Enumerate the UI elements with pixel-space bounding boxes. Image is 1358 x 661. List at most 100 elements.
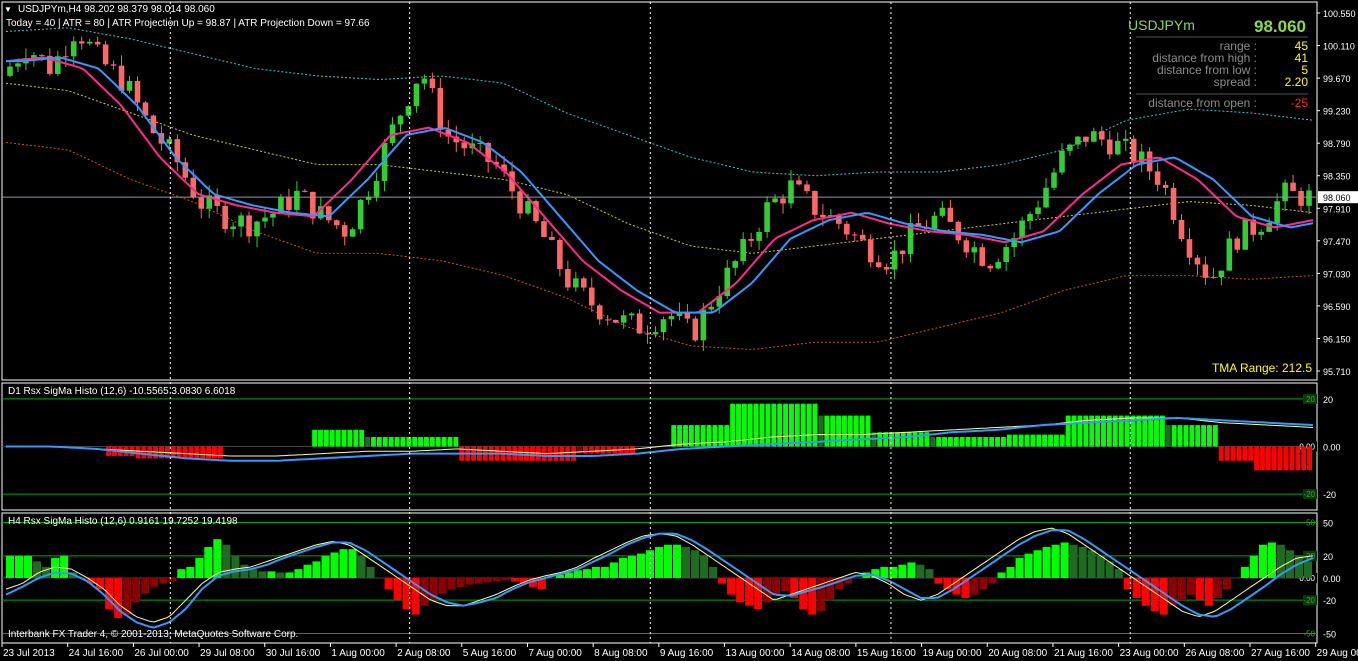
candle-body [565, 269, 571, 288]
hist-bar [1301, 446, 1307, 471]
hist-bar [718, 425, 724, 447]
hist-bar [177, 569, 186, 578]
candle-body [1099, 131, 1105, 140]
hist-bar [1069, 544, 1078, 578]
candle-body [1067, 144, 1073, 151]
candle-body [867, 239, 874, 263]
candle-body [780, 198, 786, 204]
info-dist-low-label: distance from low : [1157, 63, 1257, 77]
hist-bar [96, 578, 105, 590]
hist-bar [741, 403, 747, 447]
candle-body [1226, 238, 1233, 271]
candle-body [899, 250, 906, 255]
hist-bar [817, 578, 826, 612]
hist-bar [176, 446, 182, 459]
candle-body [126, 80, 133, 91]
hist-bar [989, 436, 995, 447]
candle-body [939, 207, 946, 216]
hist-bar [688, 425, 694, 447]
candle-body [1266, 222, 1272, 232]
hist-bar [15, 555, 24, 578]
hist-bar [1260, 446, 1265, 471]
axis-labels: 100.550 100.110 99.670 99.230 98.790 98.350 97… [1317, 9, 1358, 639]
tma-line-blue [6, 56, 1314, 314]
hist-bar [624, 446, 630, 454]
candle-body [636, 313, 643, 334]
hist-bar [1271, 446, 1277, 471]
band-tma-lower [5, 141, 1314, 350]
candle-body [1194, 257, 1201, 265]
hist-bar [571, 446, 577, 461]
band-tma-mid [5, 82, 1314, 254]
tma-lines [2, 56, 1317, 314]
hist-bar [1095, 415, 1101, 447]
hist-bar [1024, 553, 1033, 578]
candle-body [365, 196, 372, 200]
candle-body [1027, 214, 1033, 221]
hist-bar [1012, 434, 1018, 447]
hist-bar [321, 555, 330, 578]
hist-bar [141, 446, 147, 459]
candle-body [620, 315, 627, 323]
d1-indicator-pane: 200.00-20 [2, 393, 1317, 500]
hist-bar [1294, 555, 1303, 578]
level-label: 0.00 [1323, 443, 1341, 453]
candle-body [1258, 231, 1264, 235]
candle-body [493, 161, 499, 165]
hist-bar [745, 578, 754, 606]
candle-body [118, 65, 125, 91]
candle-body [485, 142, 491, 162]
candle-body [166, 139, 173, 144]
x-tick-label: 1 Aug 00:00 [331, 648, 385, 659]
candle-body [915, 223, 922, 227]
hist-bar [1030, 434, 1036, 447]
candle-body [397, 115, 404, 125]
hist-bar [1078, 546, 1087, 578]
chevron-down-icon[interactable]: ▼ [4, 5, 12, 14]
hist-bar [912, 432, 918, 447]
candle-body [230, 226, 236, 230]
level-tag-label: -20 [1303, 596, 1315, 605]
candle-body [588, 287, 595, 306]
tma-line-pink [5, 56, 1314, 314]
y-tick-label: 98.350 [1323, 172, 1351, 182]
hist-bar [859, 415, 865, 447]
candle-body [1210, 277, 1217, 279]
hist-bar [871, 569, 880, 578]
hist-bar [1136, 415, 1142, 447]
hist-bar [1087, 550, 1096, 578]
x-tick-label: 8 Aug 08:00 [594, 648, 648, 659]
hist-bar [1248, 446, 1254, 461]
info-symbol: USDJPYm [1128, 17, 1195, 33]
y-tick-label: 97.030 [1323, 269, 1351, 279]
hist-bar [357, 555, 366, 578]
hist-bar [141, 578, 150, 594]
hist-bar [474, 578, 483, 584]
candle-body [732, 261, 738, 268]
candle-body [55, 56, 61, 74]
hist-bar [600, 566, 609, 578]
candle-body [310, 191, 316, 219]
hist-bar [1105, 561, 1114, 578]
candle-body [1202, 264, 1209, 278]
candle-body [405, 106, 412, 116]
hist-bar [318, 429, 323, 447]
hist-bar [677, 425, 683, 447]
candle-body [971, 247, 978, 253]
hist-bar [1033, 550, 1042, 578]
hist-bar [132, 578, 141, 603]
hist-bar [1071, 415, 1077, 447]
hist-bar [329, 429, 335, 447]
hist-bar [853, 415, 859, 447]
hist-bar [447, 578, 456, 590]
candle-body [150, 115, 157, 134]
candle-body [804, 184, 810, 191]
hist-bar [636, 553, 645, 578]
candle-body [70, 41, 77, 57]
hist-bar [1150, 578, 1159, 612]
hist-bar [759, 403, 765, 447]
hist-bar [706, 425, 712, 447]
hist-bar [60, 555, 69, 578]
candle-body [1059, 150, 1065, 173]
